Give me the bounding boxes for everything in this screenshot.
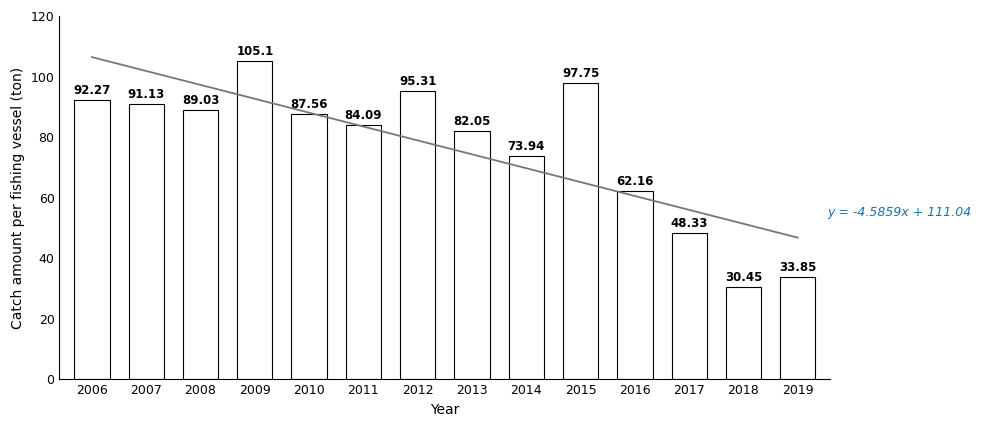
Text: 87.56: 87.56	[290, 98, 328, 111]
Bar	[400, 91, 435, 380]
Text: 97.75: 97.75	[562, 68, 600, 80]
Text: 91.13: 91.13	[128, 87, 165, 101]
Text: 105.1: 105.1	[236, 45, 273, 58]
Text: 84.09: 84.09	[345, 109, 382, 122]
Bar	[75, 100, 110, 380]
Text: 30.45: 30.45	[724, 271, 762, 284]
Text: 33.85: 33.85	[780, 261, 817, 274]
Bar	[563, 83, 599, 380]
Bar	[508, 156, 544, 380]
Bar	[617, 191, 653, 380]
Bar	[671, 233, 707, 380]
Y-axis label: Catch amount per fishing vessel (ton): Catch amount per fishing vessel (ton)	[11, 67, 26, 329]
Text: 48.33: 48.33	[670, 217, 708, 230]
Bar	[183, 110, 218, 380]
Bar	[781, 277, 815, 380]
Text: 82.05: 82.05	[453, 115, 491, 128]
Text: 73.94: 73.94	[507, 140, 545, 152]
Text: 62.16: 62.16	[616, 175, 654, 188]
Text: 95.31: 95.31	[399, 75, 436, 88]
X-axis label: Year: Year	[431, 403, 459, 417]
Text: 89.03: 89.03	[182, 94, 219, 107]
Bar	[725, 287, 761, 380]
Bar	[237, 61, 272, 380]
Text: y = -4.5859x + 111.04: y = -4.5859x + 111.04	[828, 206, 972, 220]
Bar	[292, 114, 326, 380]
Bar	[454, 131, 490, 380]
Text: 92.27: 92.27	[74, 84, 111, 97]
Bar	[346, 125, 381, 380]
Bar	[129, 104, 164, 380]
